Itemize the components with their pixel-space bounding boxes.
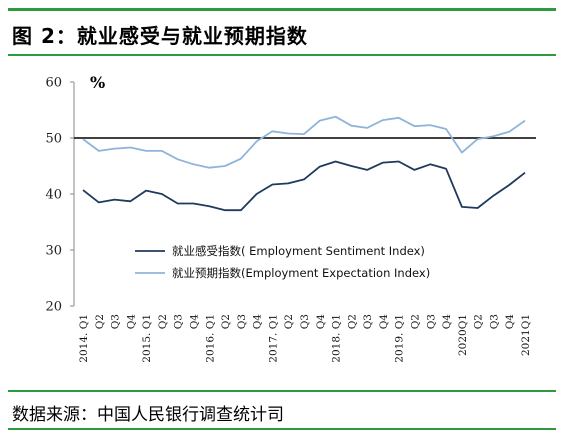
source-rule-bottom [8,428,556,430]
series-line-1 [82,115,526,169]
x-tick-label: Q3 [425,314,437,329]
series-lines [82,115,526,212]
x-tick-label: Q2 [283,314,295,329]
y-axis: 20 30 40 50 60 [45,76,75,315]
x-tick-label: 2016. Q1 [204,314,216,363]
x-tick-label: Q2 [473,314,485,329]
unit-label: % [90,73,105,92]
top-rule [8,8,556,11]
x-tick-label: Q4 [441,314,453,330]
x-tick-label: Q2 [410,314,422,329]
legend: 就业感受指数( Employment Sentiment Index) 就业预期指… [135,244,430,280]
x-tick-label: Q4 [315,314,327,330]
x-tick-label: 2014. Q1 [78,314,90,363]
series-line-0 [82,160,526,212]
x-tick-label: Q3 [299,314,311,329]
x-tick-label: Q3 [173,314,185,329]
x-tick-label: Q3 [236,314,248,329]
y-tick-label: 60 [45,76,62,91]
x-tick-label: Q3 [488,314,500,329]
x-tick-label: 2020Q1 [457,314,469,356]
source-rule-top [8,390,556,392]
x-tick-label: Q2 [157,314,169,329]
x-tick-label: Q2 [346,314,358,329]
x-tick-label: Q4 [125,314,137,330]
x-tick-label: Q4 [378,314,390,330]
x-tick-label: Q4 [252,314,264,330]
title-rule [8,54,556,56]
x-tick-label: 2015. Q1 [141,314,153,363]
x-tick-label: 2019. Q1 [394,314,406,363]
x-tick-label: 2018. Q1 [331,314,343,363]
x-axis-ticks: 2014. Q1 Q2 Q3 Q4 2015. Q1 Q2 Q3 Q4 2016. Q1 Q2 Q3… [78,314,532,363]
x-tick-label: Q3 [362,314,374,329]
x-tick-label: Q4 [504,314,516,330]
legend-label-0: 就业感受指数( Employment Sentiment Index) [172,244,425,258]
y-tick-label: 50 [45,132,62,147]
y-tick-label: 40 [45,188,62,203]
source-note: 数据来源：中国人民银行调查统计司 [12,405,284,425]
x-tick-label: 2021Q1 [520,314,532,356]
x-tick-label: 2017. Q1 [267,314,279,363]
x-tick-label: Q3 [110,314,122,329]
x-tick-label: Q4 [189,314,201,330]
figure-title: 图 2：就业感受与就业预期指数 [12,24,308,48]
x-tick-label: Q2 [94,314,106,329]
x-tick-label: Q2 [220,314,232,329]
legend-label-1: 就业预期指数(Employment Expectation Index) [172,266,430,280]
y-tick-label: 20 [45,300,62,315]
y-tick-label: 30 [45,244,62,259]
